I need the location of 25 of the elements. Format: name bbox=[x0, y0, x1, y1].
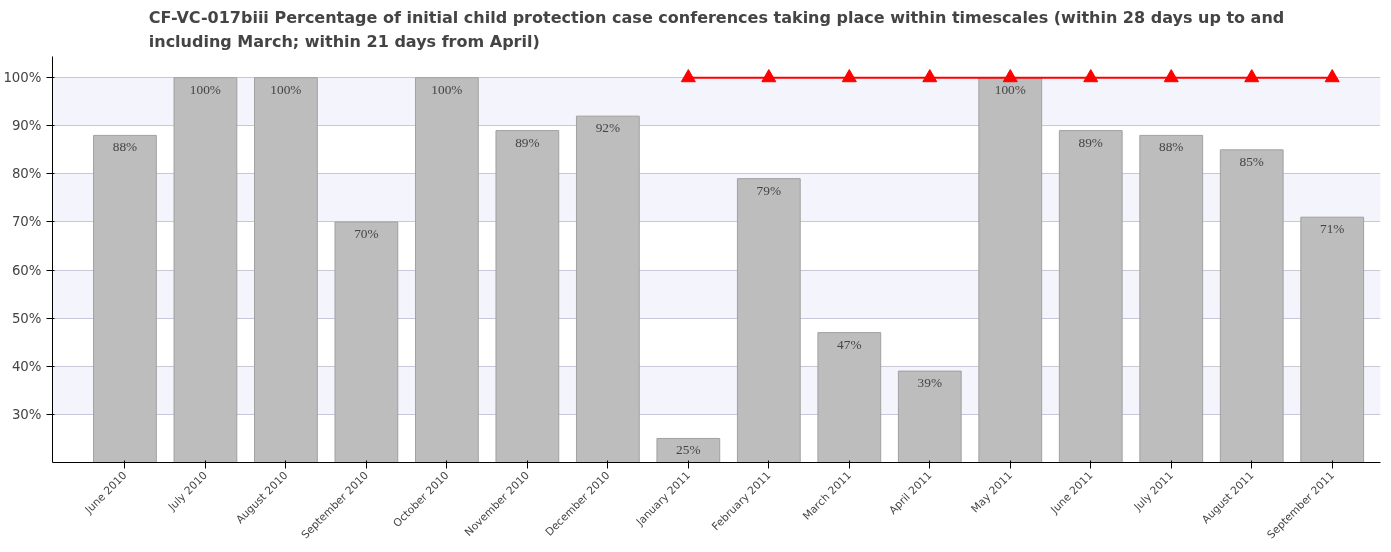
data-label: 70% bbox=[354, 225, 379, 241]
data-label: 100% bbox=[189, 81, 221, 97]
data-label: 88% bbox=[112, 139, 138, 155]
y-tick-label: 50% bbox=[11, 310, 42, 326]
data-label: 85% bbox=[1239, 153, 1264, 169]
y-tick-label: 70% bbox=[11, 214, 42, 230]
y-tick-label: 80% bbox=[11, 166, 42, 182]
data-label: 47% bbox=[837, 336, 862, 352]
data-label: 79% bbox=[756, 182, 782, 198]
data-label: 100% bbox=[270, 81, 302, 97]
data-label: 89% bbox=[1078, 134, 1103, 150]
data-label: 100% bbox=[431, 81, 463, 97]
y-tick-label: 100% bbox=[3, 70, 42, 86]
data-label: 39% bbox=[917, 375, 943, 391]
data-label: 71% bbox=[1319, 221, 1345, 237]
y-tick-label: 30% bbox=[11, 406, 42, 422]
chart-title: CF-VC-017biii Percentage of initial child protection case conferences taking place within timescales (within 28 days up to and including March; within 21 days from April) bbox=[148, 7, 1285, 52]
y-tick-label: 60% bbox=[11, 262, 42, 278]
y-tick-label: 40% bbox=[11, 358, 42, 374]
data-label: 88% bbox=[1159, 139, 1184, 155]
y-tick-label: 90% bbox=[11, 118, 42, 134]
data-label: 25% bbox=[676, 442, 701, 458]
data-label: 92% bbox=[595, 120, 621, 136]
data-label: 89% bbox=[515, 134, 540, 150]
data-label: 100% bbox=[994, 81, 1026, 97]
